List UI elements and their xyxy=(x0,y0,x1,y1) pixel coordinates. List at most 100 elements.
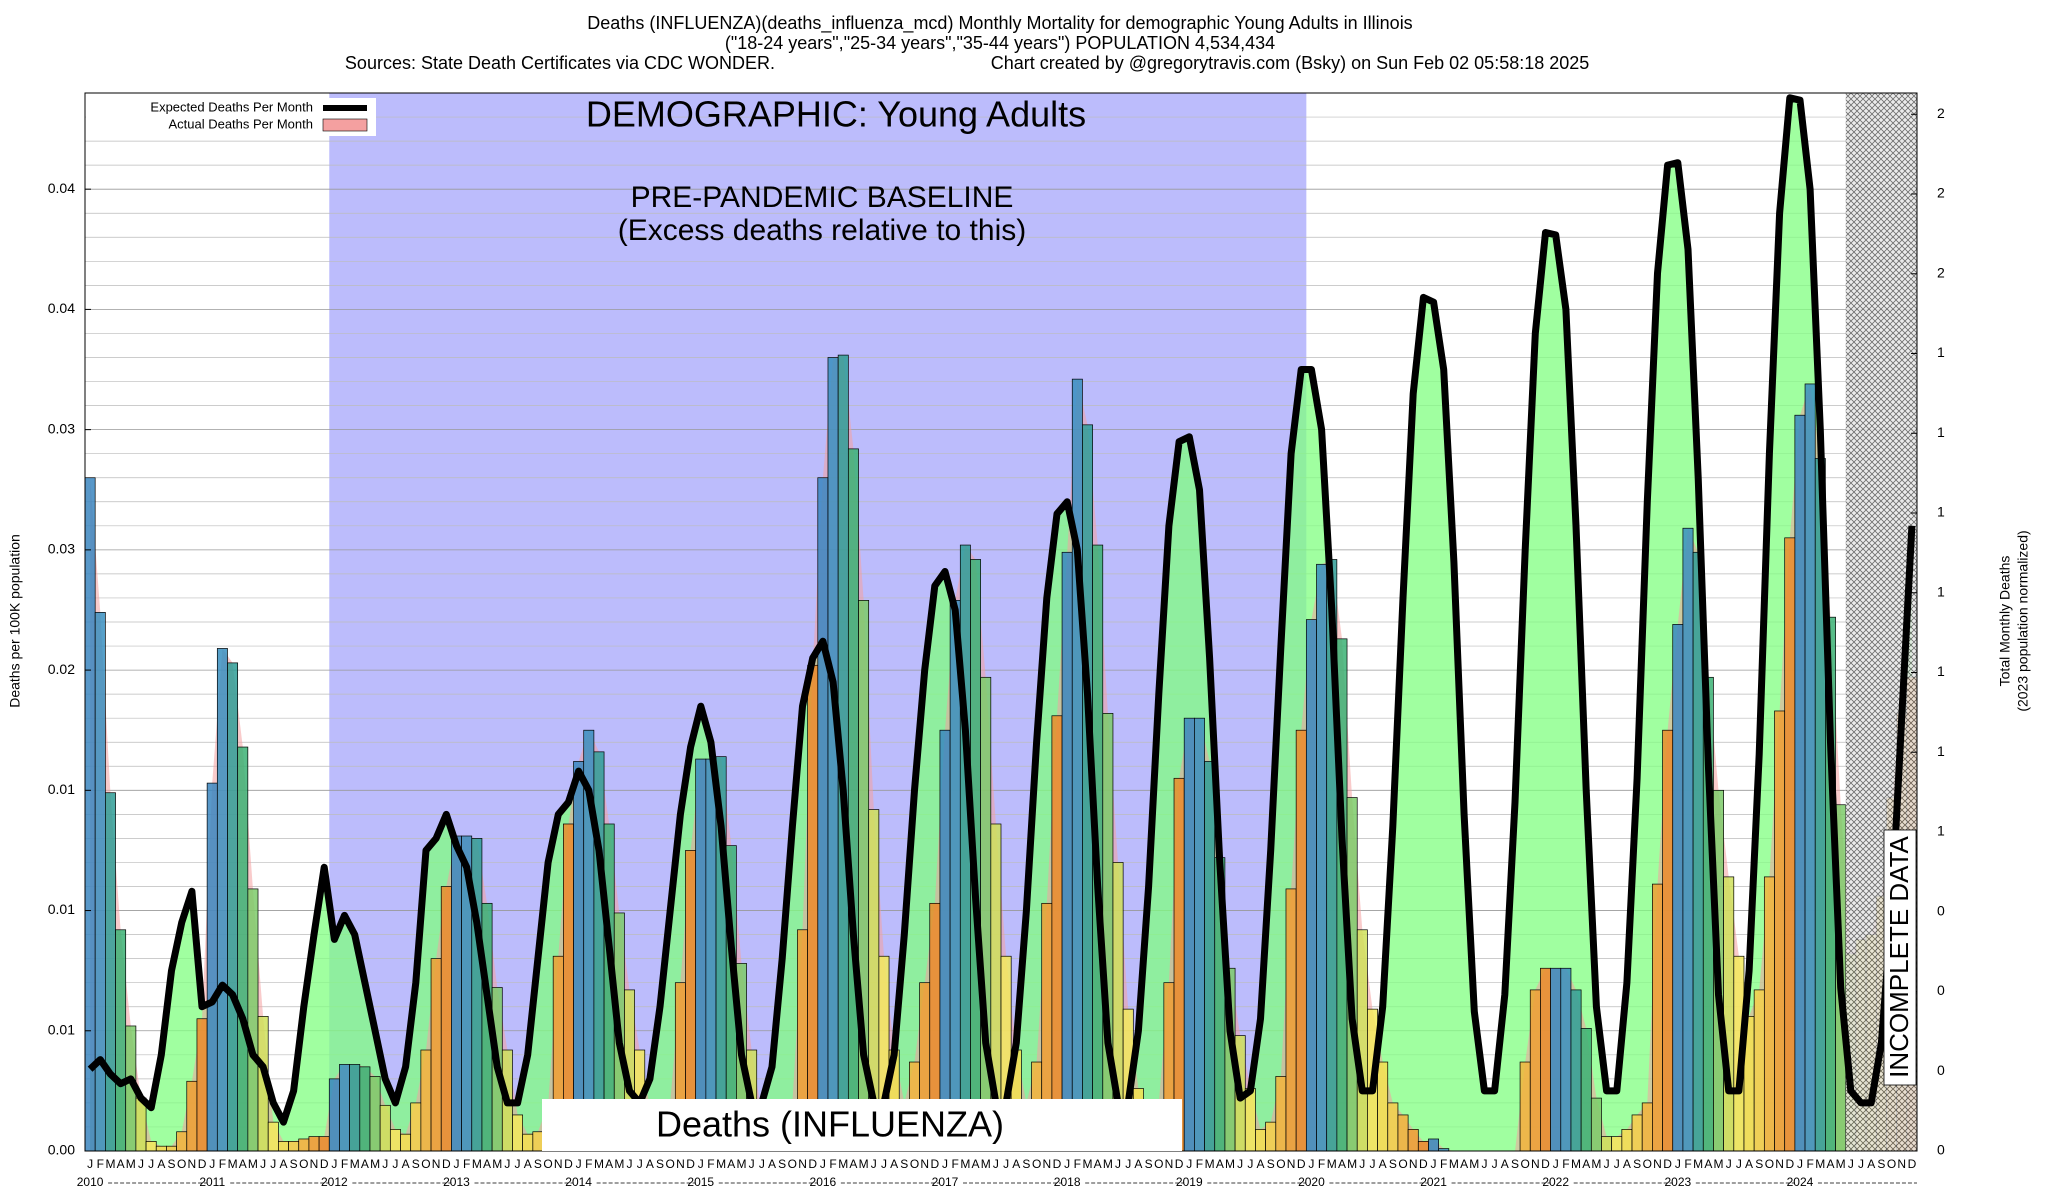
month-label: M xyxy=(1449,1157,1459,1171)
month-label: S xyxy=(1633,1157,1641,1171)
bar xyxy=(308,1136,320,1152)
y-tick-label: 0.00 xyxy=(48,1142,75,1158)
month-label: M xyxy=(248,1157,258,1171)
month-label: A xyxy=(768,1157,776,1171)
month-label: M xyxy=(492,1157,502,1171)
month-label: D xyxy=(1663,1157,1672,1171)
bar xyxy=(1529,989,1541,1152)
month-label: J xyxy=(993,1157,999,1171)
month-label: M xyxy=(1205,1157,1215,1171)
bar xyxy=(1255,1129,1266,1152)
bar xyxy=(1397,1114,1409,1152)
month-label: S xyxy=(1755,1157,1763,1171)
month-label: M xyxy=(960,1157,970,1171)
month-label: F xyxy=(1684,1157,1691,1171)
bar xyxy=(389,1129,401,1152)
demographic-label: DEMOGRAPHIC: Young Adults xyxy=(586,94,1086,135)
month-label: M xyxy=(838,1157,848,1171)
bar xyxy=(1356,929,1368,1152)
month-label: J xyxy=(1726,1157,1732,1171)
bar xyxy=(1580,1028,1592,1152)
month-label: J xyxy=(1115,1157,1121,1171)
month-label: D xyxy=(1419,1157,1428,1171)
month-label: J xyxy=(1186,1157,1192,1171)
bar xyxy=(1051,715,1063,1152)
month-label: O xyxy=(666,1157,675,1171)
month-label: S xyxy=(900,1157,908,1171)
bar xyxy=(369,1076,381,1152)
year-label: 2017 xyxy=(932,1175,959,1189)
month-label: J xyxy=(637,1157,643,1171)
bar xyxy=(1662,729,1674,1152)
year-label: 2018 xyxy=(1054,1175,1081,1189)
month-label: J xyxy=(1431,1157,1437,1171)
month-label: O xyxy=(1276,1157,1285,1171)
bar xyxy=(1682,527,1694,1152)
month-label: F xyxy=(97,1157,104,1171)
bar xyxy=(1305,619,1317,1152)
bar xyxy=(1519,1061,1531,1152)
chart-subtitle: ("18-24 years","25-34 years","35-44 year… xyxy=(725,33,1275,53)
bar xyxy=(430,958,442,1152)
sources: Sources: State Death Certificates via CD… xyxy=(345,53,775,73)
y2-tick-label: 1 xyxy=(1937,583,1945,599)
bar xyxy=(155,1145,167,1152)
month-label: S xyxy=(778,1157,786,1171)
month-label: A xyxy=(1338,1157,1346,1171)
bar xyxy=(176,1131,188,1152)
month-label: S xyxy=(534,1157,542,1171)
bar xyxy=(1183,717,1195,1152)
month-label: N xyxy=(798,1157,807,1171)
bar xyxy=(1428,1138,1439,1152)
month-label: D xyxy=(1785,1157,1794,1171)
month-label: J xyxy=(942,1157,948,1171)
month-label: J xyxy=(1003,1157,1009,1171)
bar xyxy=(807,664,819,1152)
bar xyxy=(400,1133,412,1152)
month-label: N xyxy=(188,1157,197,1171)
month-label: A xyxy=(361,1157,369,1171)
month-label: J xyxy=(1064,1157,1070,1171)
bar xyxy=(166,1145,177,1152)
bar xyxy=(1407,1129,1419,1152)
year-label: 2016 xyxy=(810,1175,837,1189)
month-label: O xyxy=(1398,1157,1407,1171)
month-label: M xyxy=(716,1157,726,1171)
month-label: J xyxy=(87,1157,93,1171)
month-label: J xyxy=(504,1157,510,1171)
bar xyxy=(1550,967,1562,1152)
month-label: J xyxy=(1237,1157,1243,1171)
y2-tick-label: 2 xyxy=(1937,264,1945,280)
baseline-label: PRE-PANDEMIC BASELINE xyxy=(631,181,1014,214)
month-label: F xyxy=(1806,1157,1813,1171)
month-label: J xyxy=(1797,1157,1803,1171)
month-label: F xyxy=(952,1157,959,1171)
bar xyxy=(1265,1121,1277,1152)
month-label: J xyxy=(820,1157,826,1171)
bar xyxy=(1285,888,1297,1152)
month-label: M xyxy=(1225,1157,1235,1171)
bar xyxy=(105,792,116,1152)
month-label: A xyxy=(483,1157,491,1171)
month-label: M xyxy=(1103,1157,1113,1171)
month-label: J xyxy=(1359,1157,1365,1171)
bar xyxy=(532,1131,544,1152)
y2-tick-label: 1 xyxy=(1937,504,1945,520)
month-label: N xyxy=(1531,1157,1540,1171)
legend-label: Expected Deaths Per Month xyxy=(150,99,313,114)
month-label: F xyxy=(1074,1157,1081,1171)
month-label: M xyxy=(1347,1157,1357,1171)
year-label: 2020 xyxy=(1298,1175,1325,1189)
month-label: J xyxy=(871,1157,877,1171)
month-label: M xyxy=(350,1157,360,1171)
y-tick-label: 0.03 xyxy=(48,420,75,436)
month-label: J xyxy=(260,1157,266,1171)
month-label: M xyxy=(594,1157,604,1171)
month-label: A xyxy=(1460,1157,1468,1171)
month-label: F xyxy=(219,1157,226,1171)
month-label: J xyxy=(1675,1157,1681,1171)
y-tick-label: 0.04 xyxy=(48,300,75,316)
month-label: A xyxy=(1867,1157,1875,1171)
bar xyxy=(84,477,96,1152)
bar xyxy=(1316,563,1328,1152)
